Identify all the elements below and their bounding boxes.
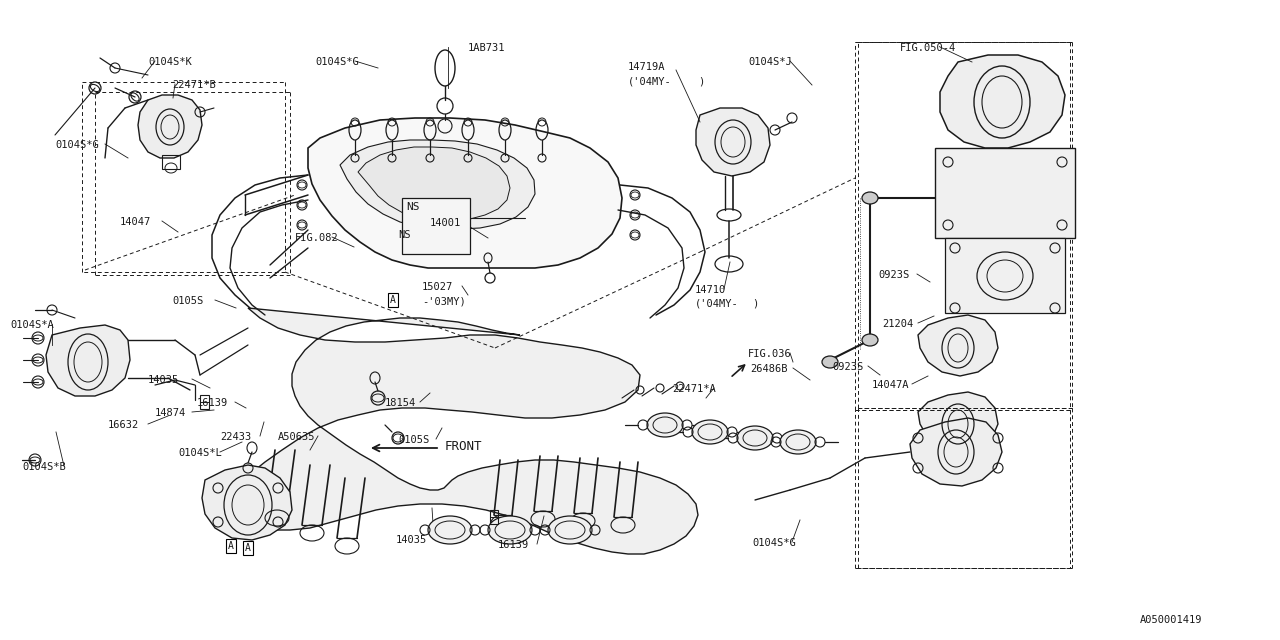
Polygon shape [358,147,509,220]
Text: ): ) [753,299,758,309]
Text: 0105S: 0105S [172,296,204,306]
Text: 14047A: 14047A [872,380,910,390]
Text: FIG.082: FIG.082 [294,233,339,243]
Text: 22471*B: 22471*B [172,80,216,90]
Polygon shape [910,418,1002,486]
Text: 16632: 16632 [108,420,140,430]
Text: 0104S*A: 0104S*A [10,320,54,330]
Bar [945,238,1065,313]
Bar [200,395,209,409]
Text: 22471*A: 22471*A [672,384,716,394]
Text: 0104S*K: 0104S*K [148,57,192,67]
Text: 22433: 22433 [220,432,251,442]
Text: ('04MY-: ('04MY- [628,76,672,86]
Text: NS: NS [406,202,420,212]
Ellipse shape [548,516,591,544]
Text: 1AB731: 1AB731 [468,43,506,53]
Polygon shape [308,118,622,268]
Text: 0104S*B: 0104S*B [22,462,65,472]
Text: FIG.050-4: FIG.050-4 [900,43,956,53]
Text: 0104S*G: 0104S*G [753,538,796,548]
Text: A50635: A50635 [278,432,315,442]
Polygon shape [918,392,998,452]
Text: 16139: 16139 [498,540,529,550]
Bar [402,198,470,254]
Text: A: A [228,541,234,551]
Text: 15027: 15027 [422,282,453,292]
Text: 14874: 14874 [155,408,187,418]
Bar [934,148,1075,238]
Polygon shape [138,95,202,158]
Text: 0104S*L: 0104S*L [178,448,221,458]
Text: A050001419: A050001419 [1140,615,1202,625]
Text: 0104S*G: 0104S*G [55,140,99,150]
Text: ): ) [698,76,704,86]
Text: 14047: 14047 [120,217,151,227]
Polygon shape [202,465,292,540]
Polygon shape [340,140,535,229]
Ellipse shape [822,356,838,368]
Text: NS: NS [398,230,411,240]
Ellipse shape [737,426,773,450]
Text: 14710: 14710 [695,285,726,295]
Text: -'03MY): -'03MY) [422,296,466,306]
Ellipse shape [488,516,532,544]
Text: 14719A: 14719A [628,62,666,72]
Polygon shape [46,325,131,396]
Ellipse shape [692,420,728,444]
Ellipse shape [780,430,817,454]
Text: 14035: 14035 [148,375,179,385]
Bar [490,510,498,524]
Text: FRONT: FRONT [445,440,483,453]
Ellipse shape [861,192,878,204]
Text: 18154: 18154 [385,398,416,408]
Text: A: A [390,295,396,305]
Ellipse shape [646,413,684,437]
Text: FIG.036: FIG.036 [748,349,792,359]
Text: 0923S: 0923S [832,362,863,372]
Polygon shape [696,108,771,176]
Ellipse shape [428,516,472,544]
Text: 21204: 21204 [882,319,913,329]
Text: 14001: 14001 [430,218,461,228]
Bar [163,155,180,169]
Text: A: A [244,543,251,553]
Text: 0104S*G: 0104S*G [315,57,358,67]
Text: 0105S: 0105S [398,435,429,445]
Polygon shape [228,308,698,554]
Ellipse shape [861,334,878,346]
Text: 0923S: 0923S [878,270,909,280]
Text: 0104S*J: 0104S*J [748,57,792,67]
Text: ('04MY-: ('04MY- [695,299,739,309]
Text: 16139: 16139 [197,398,228,408]
Polygon shape [918,315,998,376]
Text: 14035: 14035 [396,535,428,545]
Text: 26486B: 26486B [750,364,787,374]
Polygon shape [940,55,1065,148]
